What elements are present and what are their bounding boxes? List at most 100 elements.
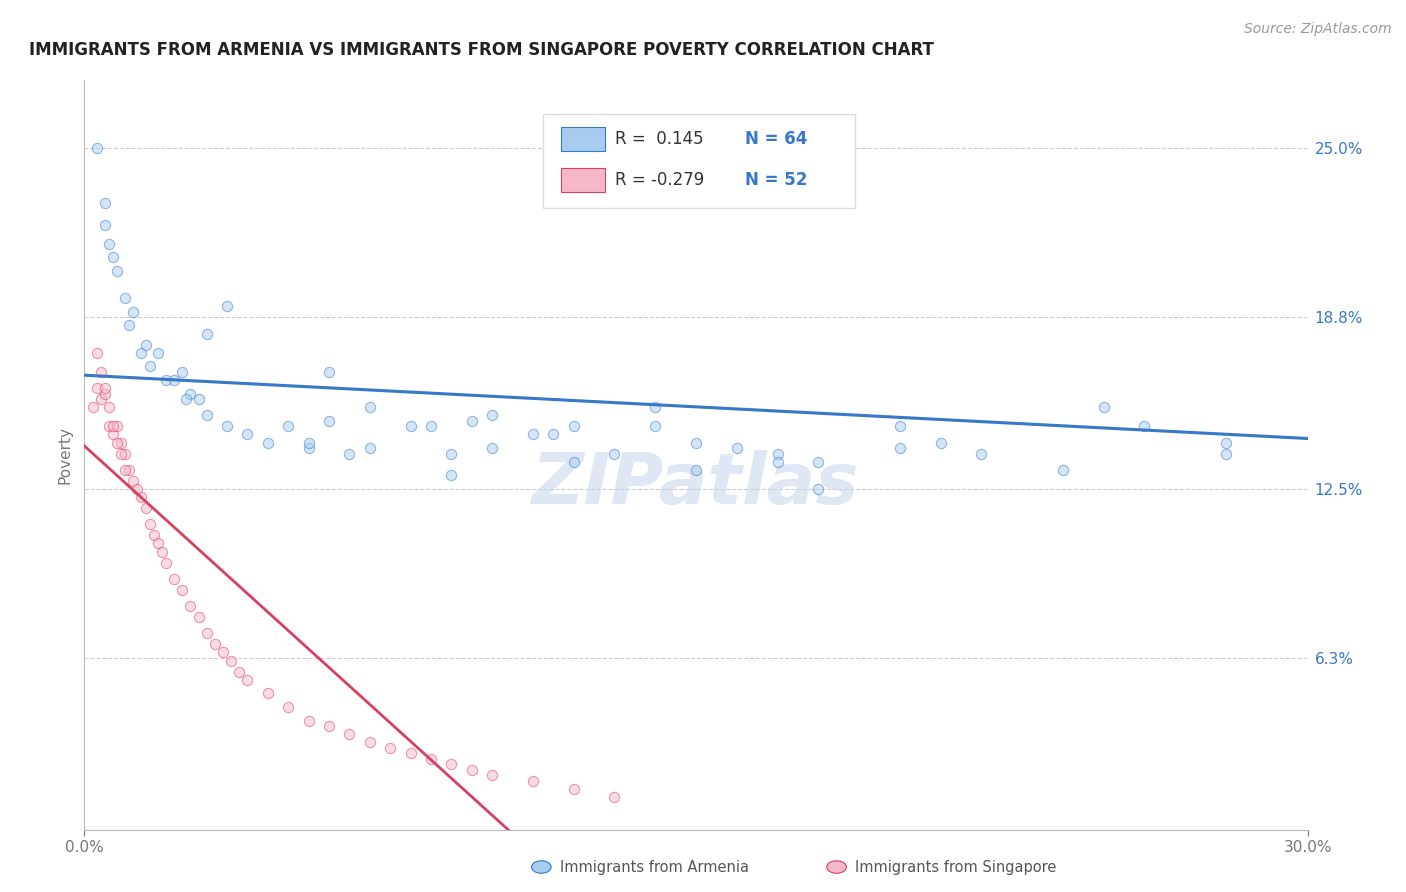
Point (122, 474, 145, 488)
Point (318, 365, 340, 379)
Point (481, 441, 503, 455)
Point (766, 455, 789, 469)
Point (1052, 463, 1074, 477)
Point (339, 727, 361, 741)
Point (420, 752, 443, 766)
Point (90, 392, 112, 406)
Point (187, 392, 209, 406)
Point (131, 345, 153, 359)
Point (105, 419, 128, 434)
Point (179, 599, 201, 614)
Point (127, 482, 149, 496)
Point (86, 345, 108, 359)
Point (481, 409, 503, 423)
Point (93, 218, 115, 232)
FancyBboxPatch shape (561, 168, 606, 192)
Point (90, 365, 112, 379)
Point (562, 781, 585, 796)
Point (97, 236, 120, 251)
Point (110, 435, 132, 450)
Point (138, 359, 160, 374)
Point (187, 610, 209, 624)
Point (135, 337, 157, 351)
Text: Immigrants from Singapore: Immigrants from Singapore (855, 860, 1056, 874)
Point (228, 665, 250, 679)
Text: N = 64: N = 64 (745, 129, 807, 148)
Point (105, 264, 128, 278)
Point (1215, 446, 1237, 460)
Point (725, 441, 748, 455)
Point (339, 446, 361, 460)
Point (217, 419, 239, 434)
Point (481, 768, 503, 782)
Text: Immigrants from Armenia: Immigrants from Armenia (560, 860, 748, 874)
Point (461, 763, 484, 777)
FancyBboxPatch shape (561, 127, 606, 151)
Point (461, 414, 484, 428)
Point (195, 409, 218, 423)
Point (93, 195, 115, 210)
Point (155, 373, 177, 387)
Point (1215, 435, 1237, 450)
Point (603, 446, 626, 460)
Point (97, 419, 120, 434)
Point (172, 582, 194, 597)
Text: Source: ZipAtlas.com: Source: ZipAtlas.com (1244, 22, 1392, 37)
Point (440, 446, 463, 460)
FancyBboxPatch shape (543, 114, 855, 208)
Point (174, 392, 197, 406)
Text: IMMIGRANTS FROM ARMENIA VS IMMIGRANTS FROM SINGAPORE POVERTY CORRELATION CHART: IMMIGRANTS FROM ARMENIA VS IMMIGRANTS FR… (30, 41, 934, 59)
Point (359, 401, 381, 415)
Point (86, 141, 108, 155)
Point (93, 386, 115, 401)
Point (970, 446, 993, 460)
Point (359, 441, 381, 455)
Point (1133, 419, 1156, 434)
Point (440, 757, 463, 772)
Point (522, 427, 544, 442)
Point (212, 645, 235, 659)
Point (236, 427, 259, 442)
Point (195, 326, 218, 341)
Point (277, 419, 299, 434)
Point (889, 441, 911, 455)
Point (318, 414, 340, 428)
Text: ZIPatlas: ZIPatlas (533, 450, 859, 519)
Point (644, 419, 666, 434)
Point (277, 700, 299, 714)
Point (93, 381, 115, 395)
Point (101, 419, 124, 434)
Point (420, 419, 443, 434)
Point (257, 435, 280, 450)
Point (163, 373, 186, 387)
Point (522, 773, 544, 788)
Point (114, 446, 136, 460)
Text: R =  0.145: R = 0.145 (616, 129, 704, 148)
Point (359, 735, 381, 749)
Point (298, 441, 321, 455)
Point (101, 251, 124, 265)
Point (929, 435, 952, 450)
Point (138, 517, 160, 532)
Point (204, 637, 226, 651)
Point (399, 746, 422, 760)
Point (219, 654, 242, 668)
Point (889, 419, 911, 434)
Point (766, 446, 789, 460)
Point (150, 544, 173, 558)
Point (114, 463, 136, 477)
Point (118, 463, 141, 477)
Point (82, 401, 104, 415)
Point (257, 686, 280, 700)
Point (195, 626, 218, 640)
Point (236, 673, 259, 687)
Point (807, 455, 830, 469)
Point (1092, 401, 1115, 415)
Point (298, 435, 321, 450)
Point (122, 305, 145, 319)
Point (380, 740, 402, 755)
Point (172, 365, 194, 379)
Point (179, 386, 201, 401)
Point (318, 719, 340, 733)
Point (298, 714, 321, 728)
